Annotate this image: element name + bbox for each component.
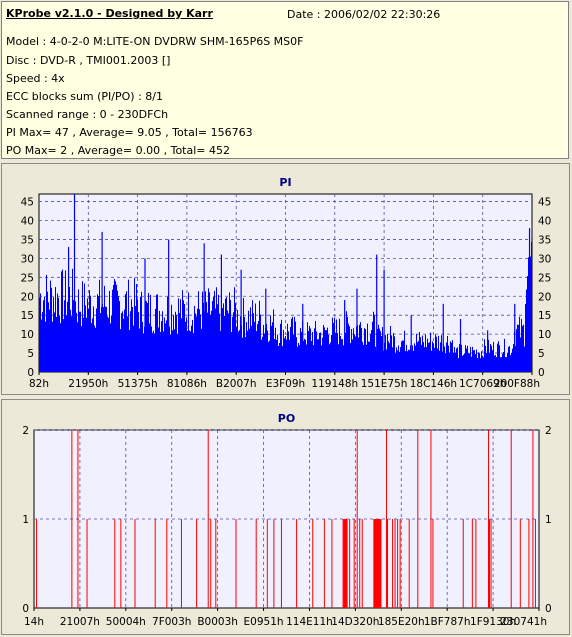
- chart-title: PO: [278, 412, 295, 425]
- disc-line: Disc : DVD-R , TMI001.2003 []: [6, 54, 171, 67]
- po-chart: PO 0 0 1 1 2 2 14h 21007h 50004h 7F003h B0003h E0951…: [22, 412, 552, 628]
- y-tick-label-right: 2: [545, 425, 552, 437]
- y-tick-label: 10: [21, 329, 34, 341]
- y-tick-label-right: 1: [545, 514, 552, 526]
- x-tick-label: 14h: [24, 616, 44, 628]
- x-tick-label: 230741h: [500, 616, 547, 628]
- scan-date: Date : 2006/02/02 22:30:26: [287, 8, 441, 21]
- x-tick-label: 119148h: [311, 378, 358, 390]
- model-line: Model : 4-0-2-0 M:LITE-ON DVDRW SHM-165P…: [6, 35, 304, 48]
- y-tick-label: 5: [27, 348, 34, 360]
- y-tick-label: 1: [22, 514, 29, 526]
- info-panel: KProbe v2.1.0 - Designed by Karr Date : …: [1, 1, 569, 159]
- y-tick-label-right: 25: [538, 272, 551, 284]
- y-tick-label: 0: [22, 603, 29, 615]
- y-tick-label: 30: [21, 253, 34, 265]
- x-tick-label: 151E75h: [361, 378, 408, 390]
- speed-line: Speed : 4x: [6, 72, 65, 85]
- x-tick-label: 51375h: [118, 378, 158, 390]
- y-tick-label: 35: [21, 234, 34, 246]
- po-cluster: [373, 519, 382, 608]
- chart-title: PI: [279, 176, 291, 189]
- y-tick-label-right: 10: [538, 329, 551, 341]
- y-tick-label-right: 30: [538, 253, 551, 265]
- pi-stats-line: PI Max= 47 , Average= 9.05 , Total= 1567…: [6, 126, 253, 139]
- po-stats-line: PO Max= 2 , Average= 0.00 , Total= 452: [6, 144, 230, 157]
- pi-chart: PI 0 0 5 5 10 10 15 15 20 20 25 25 30 30 35 35 40 40 45 45 82…: [21, 176, 552, 390]
- po-bars: [36, 430, 536, 608]
- y-tick-label-right: 45: [538, 197, 551, 209]
- y-tick-label-right: 0: [545, 603, 552, 615]
- x-tick-label: 1BF787h: [424, 616, 471, 628]
- y-tick-label: 45: [21, 197, 34, 209]
- y-tick-label: 0: [27, 367, 34, 379]
- x-tick-label: 1C7069h: [459, 378, 506, 390]
- x-tick-label: 18C146h: [410, 378, 457, 390]
- y-tick-label: 40: [21, 216, 34, 228]
- range-line: Scanned range : 0 - 230DFCh: [6, 108, 169, 121]
- app-title: KProbe v2.1.0 - Designed by Karr: [6, 7, 213, 20]
- y-tick-label-right: 20: [538, 291, 551, 303]
- x-tick-label: 81086h: [167, 378, 207, 390]
- x-tick-label: 7F003h: [152, 616, 191, 628]
- ecc-line: ECC blocks sum (PI/PO) : 8/1: [6, 90, 163, 103]
- y-tick-label: 2: [22, 425, 29, 437]
- x-tick-label: 114E11h: [286, 616, 333, 628]
- po-cluster: [343, 519, 348, 608]
- y-tick-label-right: 40: [538, 216, 551, 228]
- y-tick-label: 25: [21, 272, 34, 284]
- x-tick-label: E3F09h: [266, 378, 305, 390]
- y-tick-label-right: 15: [538, 310, 551, 322]
- y-tick-label: 20: [21, 291, 34, 303]
- y-tick-label-right: 5: [538, 348, 545, 360]
- y-tick-label: 15: [21, 310, 34, 322]
- x-tick-label: 14D320h: [331, 616, 379, 628]
- pi-chart-panel: PI 0 0 5 5 10 10 15 15 20 20 25 25 30 30 35 35 40 40 45 45 82…: [1, 163, 570, 395]
- y-tick-label-right: 0: [538, 367, 545, 379]
- x-tick-label: B0003h: [197, 616, 238, 628]
- x-tick-label: E0951h: [244, 616, 284, 628]
- x-tick-label: 21950h: [68, 378, 108, 390]
- x-tick-label: 1F9130h: [470, 616, 516, 628]
- x-tick-label: 200F88h: [494, 378, 540, 390]
- x-tick-label: 185E20h: [378, 616, 425, 628]
- x-tick-label: B2007h: [216, 378, 257, 390]
- po-chart-panel: PO 0 0 1 1 2 2 14h 21007h 50004h 7F003h B0003h E0951…: [1, 399, 570, 635]
- y-tick-label-right: 35: [538, 234, 551, 246]
- x-tick-label: 82h: [29, 378, 49, 390]
- x-tick-label: 50004h: [106, 616, 146, 628]
- x-tick-label: 21007h: [60, 616, 100, 628]
- pi-bars: [39, 194, 532, 372]
